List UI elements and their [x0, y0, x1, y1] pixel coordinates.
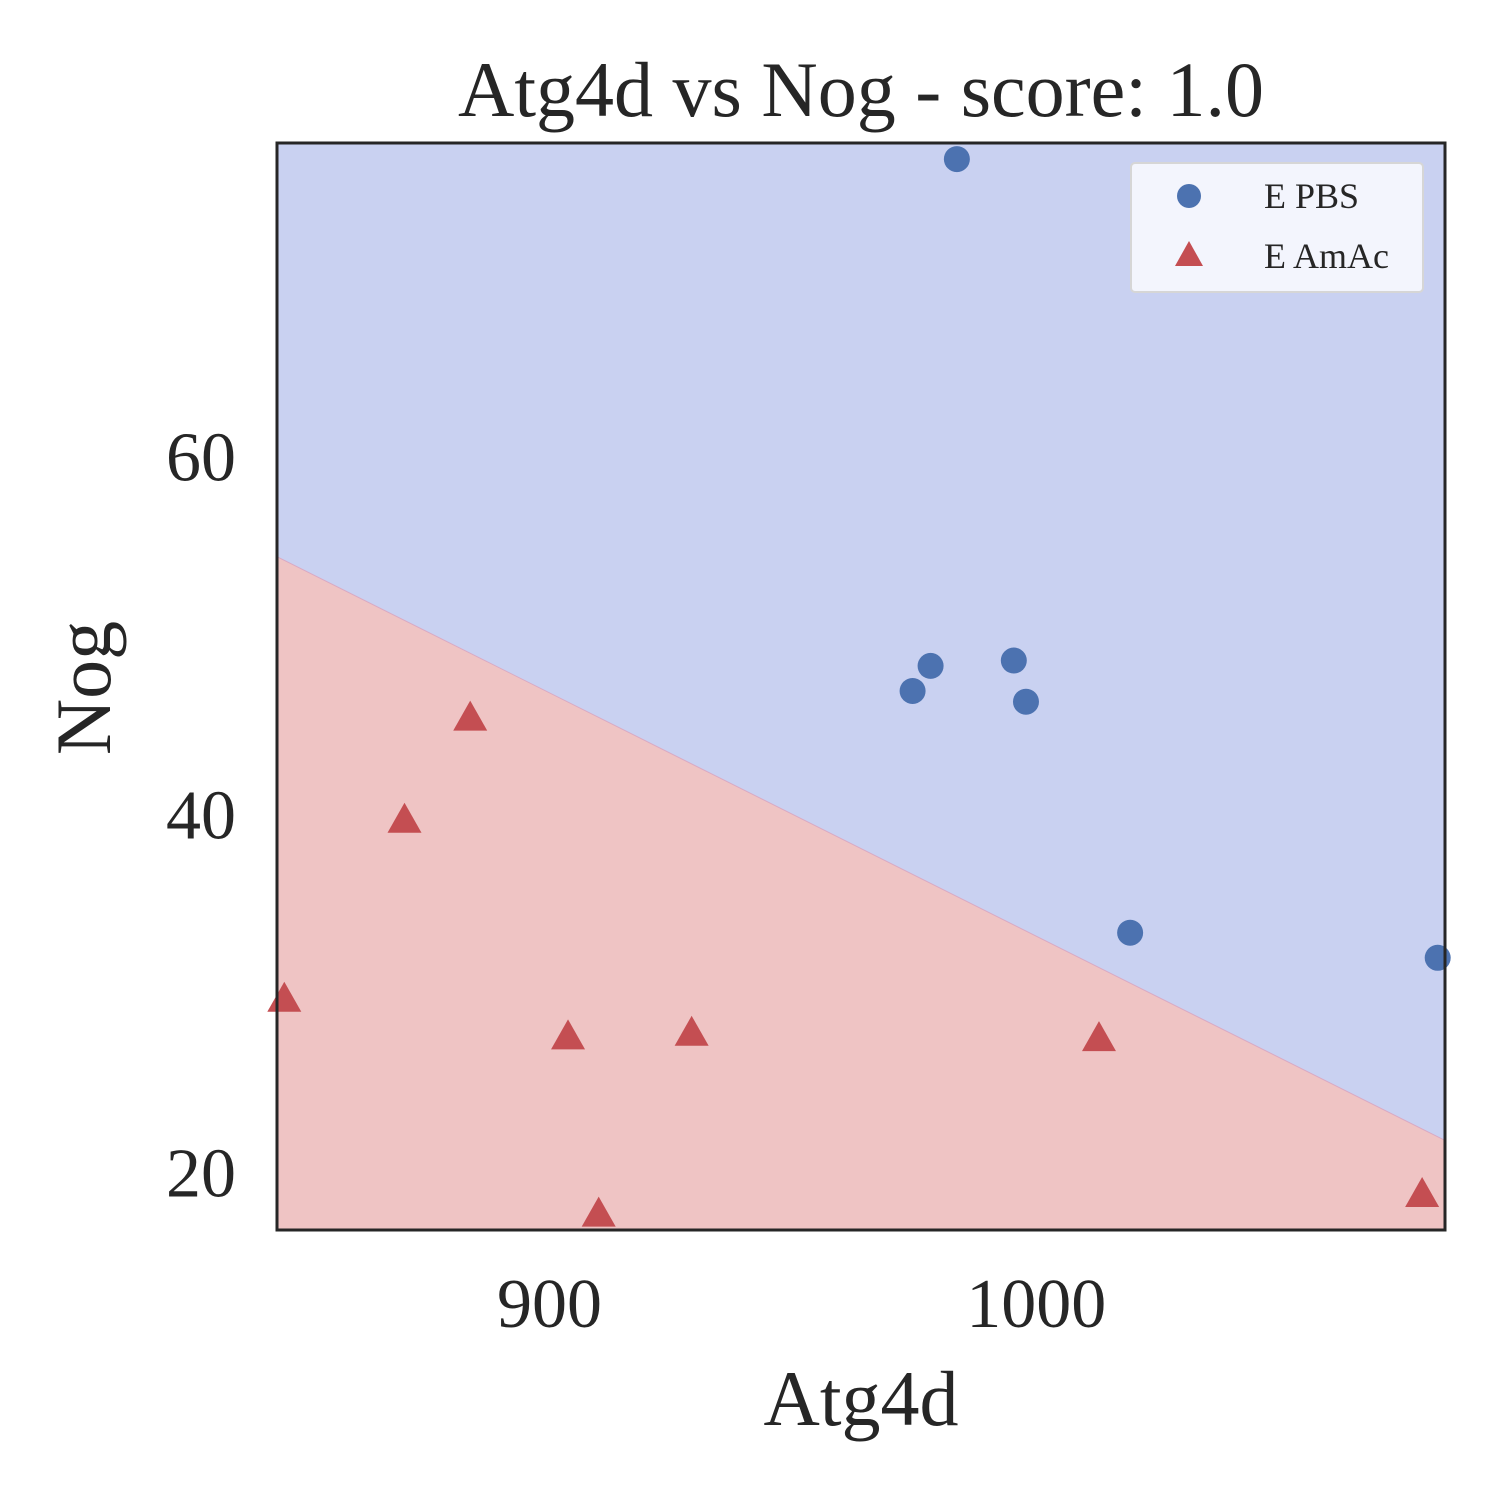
- legend-marker-triangle: [1175, 241, 1203, 266]
- legend-box: [1130, 162, 1424, 293]
- marker-e-pbs: [917, 652, 944, 679]
- x-tick-label: 1000: [966, 1266, 1106, 1343]
- legend-label: E AmAc: [1264, 236, 1389, 276]
- marker-e-pbs: [1424, 944, 1451, 971]
- legend-label: E PBS: [1264, 176, 1359, 216]
- y-tick-label: 40: [166, 778, 236, 855]
- y-axis-label: Nog: [40, 621, 127, 755]
- legend: E PBS E AmAc: [1130, 162, 1424, 293]
- x-axis-ticks: 900 1000: [497, 1266, 1106, 1343]
- marker-e-pbs: [899, 677, 926, 704]
- region-e-pbs: [277, 143, 1445, 1141]
- marker-e-pbs: [1000, 647, 1027, 674]
- marker-e-amac: [551, 1019, 586, 1050]
- decision-boundary-line: [277, 556, 1445, 1141]
- plot-area: [267, 141, 1451, 1232]
- marker-e-amac: [1081, 1021, 1116, 1052]
- marker-e-amac: [453, 700, 488, 731]
- marker-e-amac: [581, 1196, 616, 1227]
- data-markers: [267, 146, 1451, 1227]
- y-tick-label: 60: [166, 419, 236, 496]
- marker-e-pbs: [943, 146, 970, 173]
- marker-e-pbs: [1012, 688, 1039, 715]
- x-axis-label: Atg4d: [764, 1355, 959, 1442]
- y-tick-label: 20: [166, 1136, 236, 1213]
- marker-e-amac: [674, 1015, 709, 1046]
- axes-frame: [275, 141, 1447, 1232]
- region-e-amac: [277, 556, 1445, 1230]
- x-tick-label: 900: [497, 1266, 602, 1343]
- marker-e-amac: [387, 802, 422, 833]
- legend-marker-circle: [1177, 184, 1201, 208]
- decision-regions: [277, 143, 1445, 1230]
- chart-title: Atg4d vs Nog - score: 1.0: [458, 46, 1264, 133]
- marker-e-amac: [1405, 1176, 1440, 1207]
- marker-e-pbs: [1117, 919, 1144, 946]
- y-axis-ticks: 20 40 60: [166, 419, 236, 1212]
